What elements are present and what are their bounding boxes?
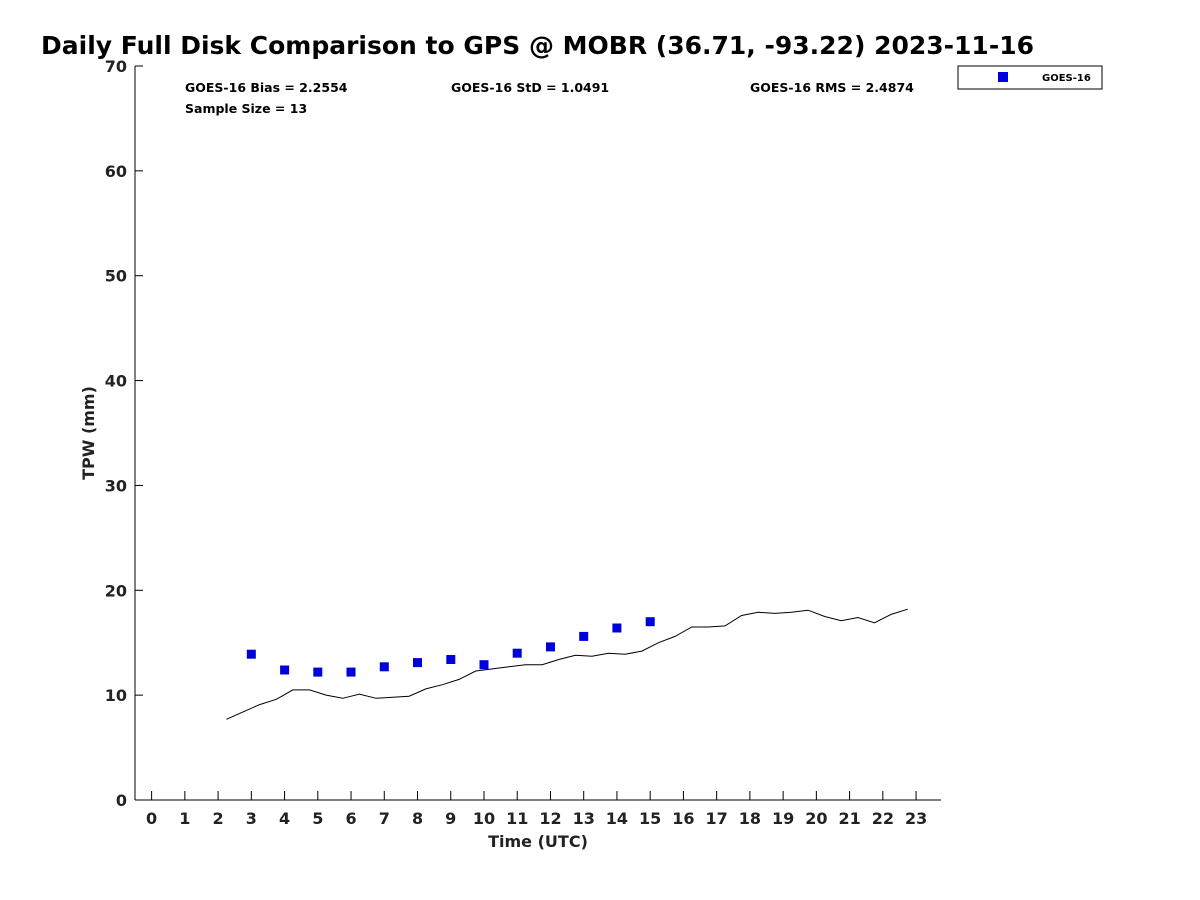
x-tick-label: 16 — [672, 809, 694, 828]
y-tick-label: 50 — [105, 267, 127, 286]
x-tick-label: 11 — [506, 809, 528, 828]
x-tick-label: 17 — [706, 809, 728, 828]
legend-entry-goes-16: GOES-16 — [1042, 73, 1091, 84]
gps-tpw-line — [226, 608, 908, 720]
x-tick-label: 23 — [905, 809, 927, 828]
x-tick-label: 1 — [179, 809, 190, 828]
y-axis-label: TPW (mm) — [79, 386, 98, 480]
y-tick-label: 10 — [105, 686, 127, 705]
x-tick-label: 12 — [539, 809, 561, 828]
legend-box — [957, 65, 1103, 90]
x-tick-label: 21 — [838, 809, 860, 828]
y-tick-label: 40 — [105, 372, 127, 391]
x-tick-label: 13 — [573, 809, 595, 828]
x-tick-label: 5 — [312, 809, 323, 828]
bias-stat: GOES-16 Bias = 2.2554 — [185, 80, 348, 95]
x-tick-label: 7 — [379, 809, 390, 828]
x-tick-label: 6 — [345, 809, 356, 828]
goes-16-point — [346, 667, 356, 677]
x-axis-label: Time (UTC) — [488, 832, 588, 851]
goes-16-point — [446, 655, 456, 664]
x-tick-label: 10 — [473, 809, 495, 828]
goes-16-point — [413, 658, 422, 668]
sample-size-stat: Sample Size = 13 — [185, 101, 307, 116]
x-tick-label: 18 — [739, 809, 761, 828]
goes-16-point — [280, 665, 290, 675]
x-tick-label: 4 — [279, 809, 290, 828]
goes-16-point — [313, 667, 323, 677]
goes-16-point — [512, 648, 522, 658]
goes-16-point — [579, 631, 589, 641]
x-tick-label: 15 — [639, 809, 661, 828]
goes-16-point — [612, 623, 622, 633]
x-tick-label: 8 — [412, 809, 423, 828]
x-tick-label: 20 — [805, 809, 827, 828]
goes-16-point — [379, 662, 389, 672]
y-tick-label: 20 — [105, 581, 127, 600]
rms-stat: GOES-16 RMS = 2.4874 — [750, 80, 914, 95]
chart-title: Daily Full Disk Comparison to GPS @ MOBR… — [41, 31, 1034, 60]
legend: GOES-16 — [957, 65, 1103, 90]
goes-16-point — [546, 642, 555, 652]
y-tick-label: 70 — [105, 57, 127, 76]
x-tick-label: 22 — [872, 809, 894, 828]
y-tick-label: 60 — [105, 162, 127, 181]
std-stat: GOES-16 StD = 1.0491 — [451, 80, 609, 95]
goes-16-point — [645, 617, 655, 627]
y-axis-ticks: 0 10 20 30 40 50 60 70 — [105, 57, 143, 810]
x-tick-label: 0 — [146, 809, 157, 828]
x-tick-label: 19 — [772, 809, 794, 828]
x-axis-ticks: 0 1 2 3 4 5 6 7 8 9 10 11 12 13 14 15 16 17 18 19 20 21 22 23 — [146, 791, 927, 828]
x-tick-label: 2 — [213, 809, 224, 828]
y-tick-label: 0 — [116, 791, 127, 810]
goes-16-point — [246, 649, 256, 659]
plot-area — [134, 66, 941, 801]
legend-marker-goes-16 — [998, 72, 1008, 82]
goes-16-points — [246, 617, 655, 677]
y-tick-label: 30 — [105, 476, 127, 495]
x-tick-label: 3 — [246, 809, 257, 828]
x-tick-label: 9 — [445, 809, 456, 828]
goes-16-point — [479, 660, 489, 670]
x-tick-label: 14 — [606, 809, 628, 828]
